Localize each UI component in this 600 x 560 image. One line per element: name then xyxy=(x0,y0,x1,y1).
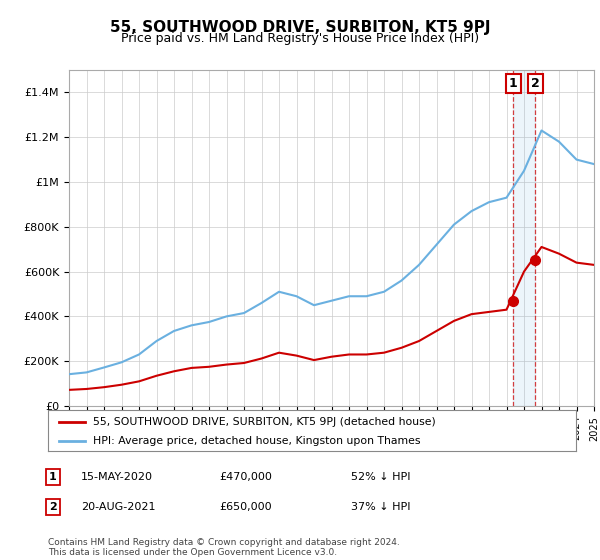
Text: 37% ↓ HPI: 37% ↓ HPI xyxy=(351,502,410,512)
Text: £470,000: £470,000 xyxy=(219,472,272,482)
Text: Price paid vs. HM Land Registry's House Price Index (HPI): Price paid vs. HM Land Registry's House … xyxy=(121,32,479,45)
Text: 15-MAY-2020: 15-MAY-2020 xyxy=(81,472,153,482)
Text: 55, SOUTHWOOD DRIVE, SURBITON, KT5 9PJ (detached house): 55, SOUTHWOOD DRIVE, SURBITON, KT5 9PJ (… xyxy=(93,417,436,427)
Text: 1: 1 xyxy=(509,77,518,90)
Bar xyxy=(513,70,535,406)
Text: £650,000: £650,000 xyxy=(219,502,272,512)
Text: 2: 2 xyxy=(531,77,539,90)
Text: 52% ↓ HPI: 52% ↓ HPI xyxy=(351,472,410,482)
Text: 55, SOUTHWOOD DRIVE, SURBITON, KT5 9PJ: 55, SOUTHWOOD DRIVE, SURBITON, KT5 9PJ xyxy=(110,20,490,35)
Text: HPI: Average price, detached house, Kingston upon Thames: HPI: Average price, detached house, King… xyxy=(93,436,421,446)
Text: 1: 1 xyxy=(49,472,56,482)
Text: Contains HM Land Registry data © Crown copyright and database right 2024.
This d: Contains HM Land Registry data © Crown c… xyxy=(48,538,400,557)
Text: 2: 2 xyxy=(49,502,56,512)
Text: 20-AUG-2021: 20-AUG-2021 xyxy=(81,502,155,512)
